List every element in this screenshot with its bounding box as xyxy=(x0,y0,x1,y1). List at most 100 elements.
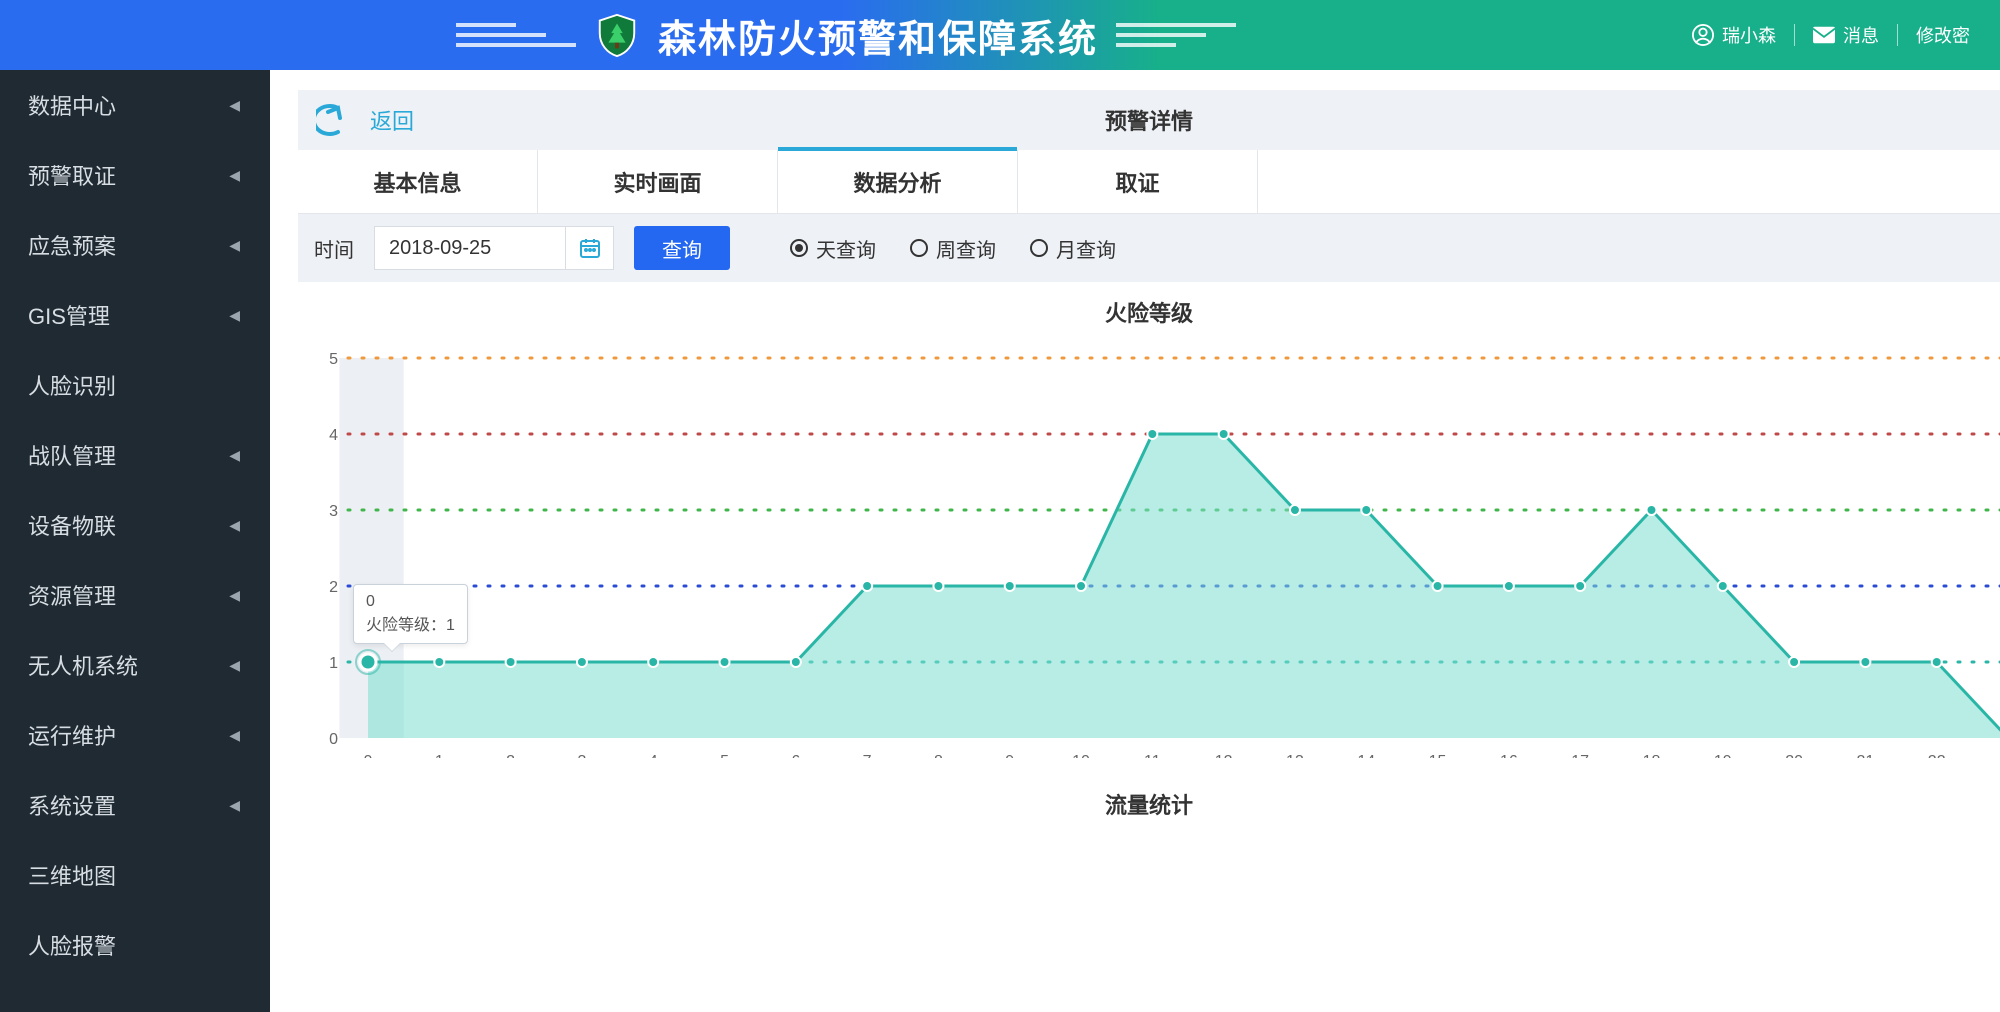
sidebar-item-label: 无人机系统 xyxy=(28,649,138,681)
svg-text:8: 8 xyxy=(934,753,943,758)
svg-text:3: 3 xyxy=(577,753,586,758)
change-password-link[interactable]: 修改密 xyxy=(1916,22,1970,48)
svg-text:15: 15 xyxy=(1429,753,1447,758)
svg-text:3: 3 xyxy=(329,503,338,520)
user-block[interactable]: 瑞小森 xyxy=(1692,22,1776,48)
sidebar-item-label: 战队管理 xyxy=(28,439,116,471)
sidebar-item-label: GIS管理 xyxy=(28,299,110,331)
panel: 返回 预警详情 基本信息实时画面数据分析取证 时间 查询 天查询 周查询 月查询 xyxy=(298,90,2000,820)
calendar-icon xyxy=(578,236,602,260)
svg-text:0: 0 xyxy=(364,753,373,758)
chart2-title: 流量统计 xyxy=(308,788,1990,820)
radio-dot-icon xyxy=(1030,239,1048,257)
main: 返回 预警详情 基本信息实时画面数据分析取证 时间 查询 天查询 周查询 月查询 xyxy=(270,70,2000,1012)
date-input[interactable] xyxy=(375,227,565,269)
user-icon xyxy=(1692,24,1714,46)
messages-label: 消息 xyxy=(1843,22,1879,48)
svg-text:13: 13 xyxy=(1286,753,1304,758)
messages-link[interactable]: 消息 xyxy=(1813,22,1879,48)
tab-evidence[interactable]: 取证 xyxy=(1018,150,1258,213)
time-label: 时间 xyxy=(314,234,354,263)
sidebar-item-label: 设备物联 xyxy=(28,509,116,541)
svg-text:19: 19 xyxy=(1714,753,1732,758)
change-password-label: 修改密 xyxy=(1916,22,1970,48)
svg-text:11: 11 xyxy=(1144,753,1161,758)
svg-text:5: 5 xyxy=(720,753,729,758)
svg-text:7: 7 xyxy=(863,753,872,758)
svg-text:0: 0 xyxy=(329,731,338,748)
sidebar-item-label: 应急预案 xyxy=(28,229,116,261)
sidebar-item-label: 三维地图 xyxy=(28,859,116,891)
sidebar-item-label: 人脸报警 xyxy=(28,929,116,961)
radio-label: 周查询 xyxy=(936,234,996,263)
chart-title: 火险等级 xyxy=(308,296,1990,328)
svg-text:4: 4 xyxy=(329,427,338,444)
svg-text:4: 4 xyxy=(649,753,658,758)
tabs: 基本信息实时画面数据分析取证 xyxy=(298,150,2000,214)
svg-text:21: 21 xyxy=(1856,753,1874,758)
back-button[interactable]: 返回 xyxy=(298,102,414,138)
back-arrow-icon xyxy=(316,102,352,138)
chart-tooltip: 0 火险等级：1 xyxy=(353,584,468,644)
calendar-button[interactable] xyxy=(565,227,613,269)
svg-text:10: 10 xyxy=(1072,753,1090,758)
svg-text:5: 5 xyxy=(329,351,338,368)
svg-text:6: 6 xyxy=(791,753,800,758)
radio-month[interactable]: 月查询 xyxy=(1030,234,1116,263)
sidebar-item-alert-evidence[interactable]: 预警取证◀ xyxy=(0,140,270,210)
sidebar-item-data-center[interactable]: 数据中心 ◀ xyxy=(0,70,270,140)
radio-day[interactable]: 天查询 xyxy=(790,234,876,263)
sidebar-item-ops-maint[interactable]: 运行维护 ◀ xyxy=(0,700,270,770)
sidebar-item-resource-mgmt[interactable]: 资源管理 ◀ xyxy=(0,560,270,630)
svg-text:1: 1 xyxy=(435,753,444,758)
back-label: 返回 xyxy=(370,104,414,136)
sidebar-item-face-recog[interactable]: 人脸识别 xyxy=(0,350,270,420)
panel-title: 预警详情 xyxy=(1105,104,1193,136)
svg-text:12: 12 xyxy=(1215,753,1233,758)
fire-risk-chart: 0123450123456789101112131415161718192021… xyxy=(308,338,2000,758)
sidebar-item-emergency-plan[interactable]: 应急预案 ◀ xyxy=(0,210,270,280)
tab-analysis[interactable]: 数据分析 xyxy=(778,150,1018,213)
svg-text:16: 16 xyxy=(1500,753,1518,758)
tooltip-line2: 火险等级：1 xyxy=(366,611,455,635)
svg-text:2: 2 xyxy=(329,579,338,596)
sidebar-item-label: 资源管理 xyxy=(28,579,116,611)
header-sep xyxy=(1897,24,1898,46)
sidebar-item-gis-manage[interactable]: GIS管理 ◀ xyxy=(0,280,270,350)
chevron-left-icon: ◀ xyxy=(229,237,240,254)
sidebar-item-drone-system[interactable]: 无人机系统◀ xyxy=(0,630,270,700)
svg-text:14: 14 xyxy=(1357,753,1375,758)
chart-area: 火险等级 01234501234567891011121314151617181… xyxy=(298,282,2000,820)
svg-text:2: 2 xyxy=(506,753,515,758)
sidebar-item-face-alarm[interactable]: 人脸报警 xyxy=(0,910,270,980)
sidebar-item-label: 数据中心 xyxy=(28,89,116,121)
sidebar-item-label: 系统设置 xyxy=(28,789,116,821)
chevron-left-icon: ◀ xyxy=(229,727,240,744)
radio-group: 天查询 周查询 月查询 xyxy=(790,234,1116,263)
svg-text:20: 20 xyxy=(1785,753,1803,758)
sidebar-item-label: 人脸识别 xyxy=(28,369,116,401)
svg-text:17: 17 xyxy=(1571,753,1589,758)
chevron-left-icon: ◀ xyxy=(229,97,240,114)
radio-label: 月查询 xyxy=(1056,234,1116,263)
header-bars-left xyxy=(456,23,576,47)
tab-live[interactable]: 实时画面 xyxy=(538,150,778,213)
panel-head: 返回 预警详情 xyxy=(298,90,2000,150)
chevron-left-icon: ◀ xyxy=(229,307,240,324)
radio-week[interactable]: 周查询 xyxy=(910,234,996,263)
sidebar-item-sys-settings[interactable]: 系统设置◀ xyxy=(0,770,270,840)
system-title: 森林防火预警和保障系统 xyxy=(658,8,1098,63)
header: 森林防火预警和保障系统 瑞小森 消息 修改密 xyxy=(0,0,2000,70)
tooltip-line1: 0 xyxy=(366,593,455,611)
sidebar-item-label: 运行维护 xyxy=(28,719,116,751)
sidebar-item-team-manage[interactable]: 战队管理◀ xyxy=(0,420,270,490)
sidebar-item-three-d-map[interactable]: 三维地图 xyxy=(0,840,270,910)
mail-icon xyxy=(1813,26,1835,44)
radio-dot-icon xyxy=(790,239,808,257)
header-center: 森林防火预警和保障系统 xyxy=(0,8,1692,63)
sidebar-item-device-iot[interactable]: 设备物联◀ xyxy=(0,490,270,560)
header-right: 瑞小森 消息 修改密 xyxy=(1692,0,2000,70)
query-button[interactable]: 查询 xyxy=(634,226,730,270)
tab-basic[interactable]: 基本信息 xyxy=(298,150,538,213)
chevron-left-icon: ◀ xyxy=(229,587,240,604)
